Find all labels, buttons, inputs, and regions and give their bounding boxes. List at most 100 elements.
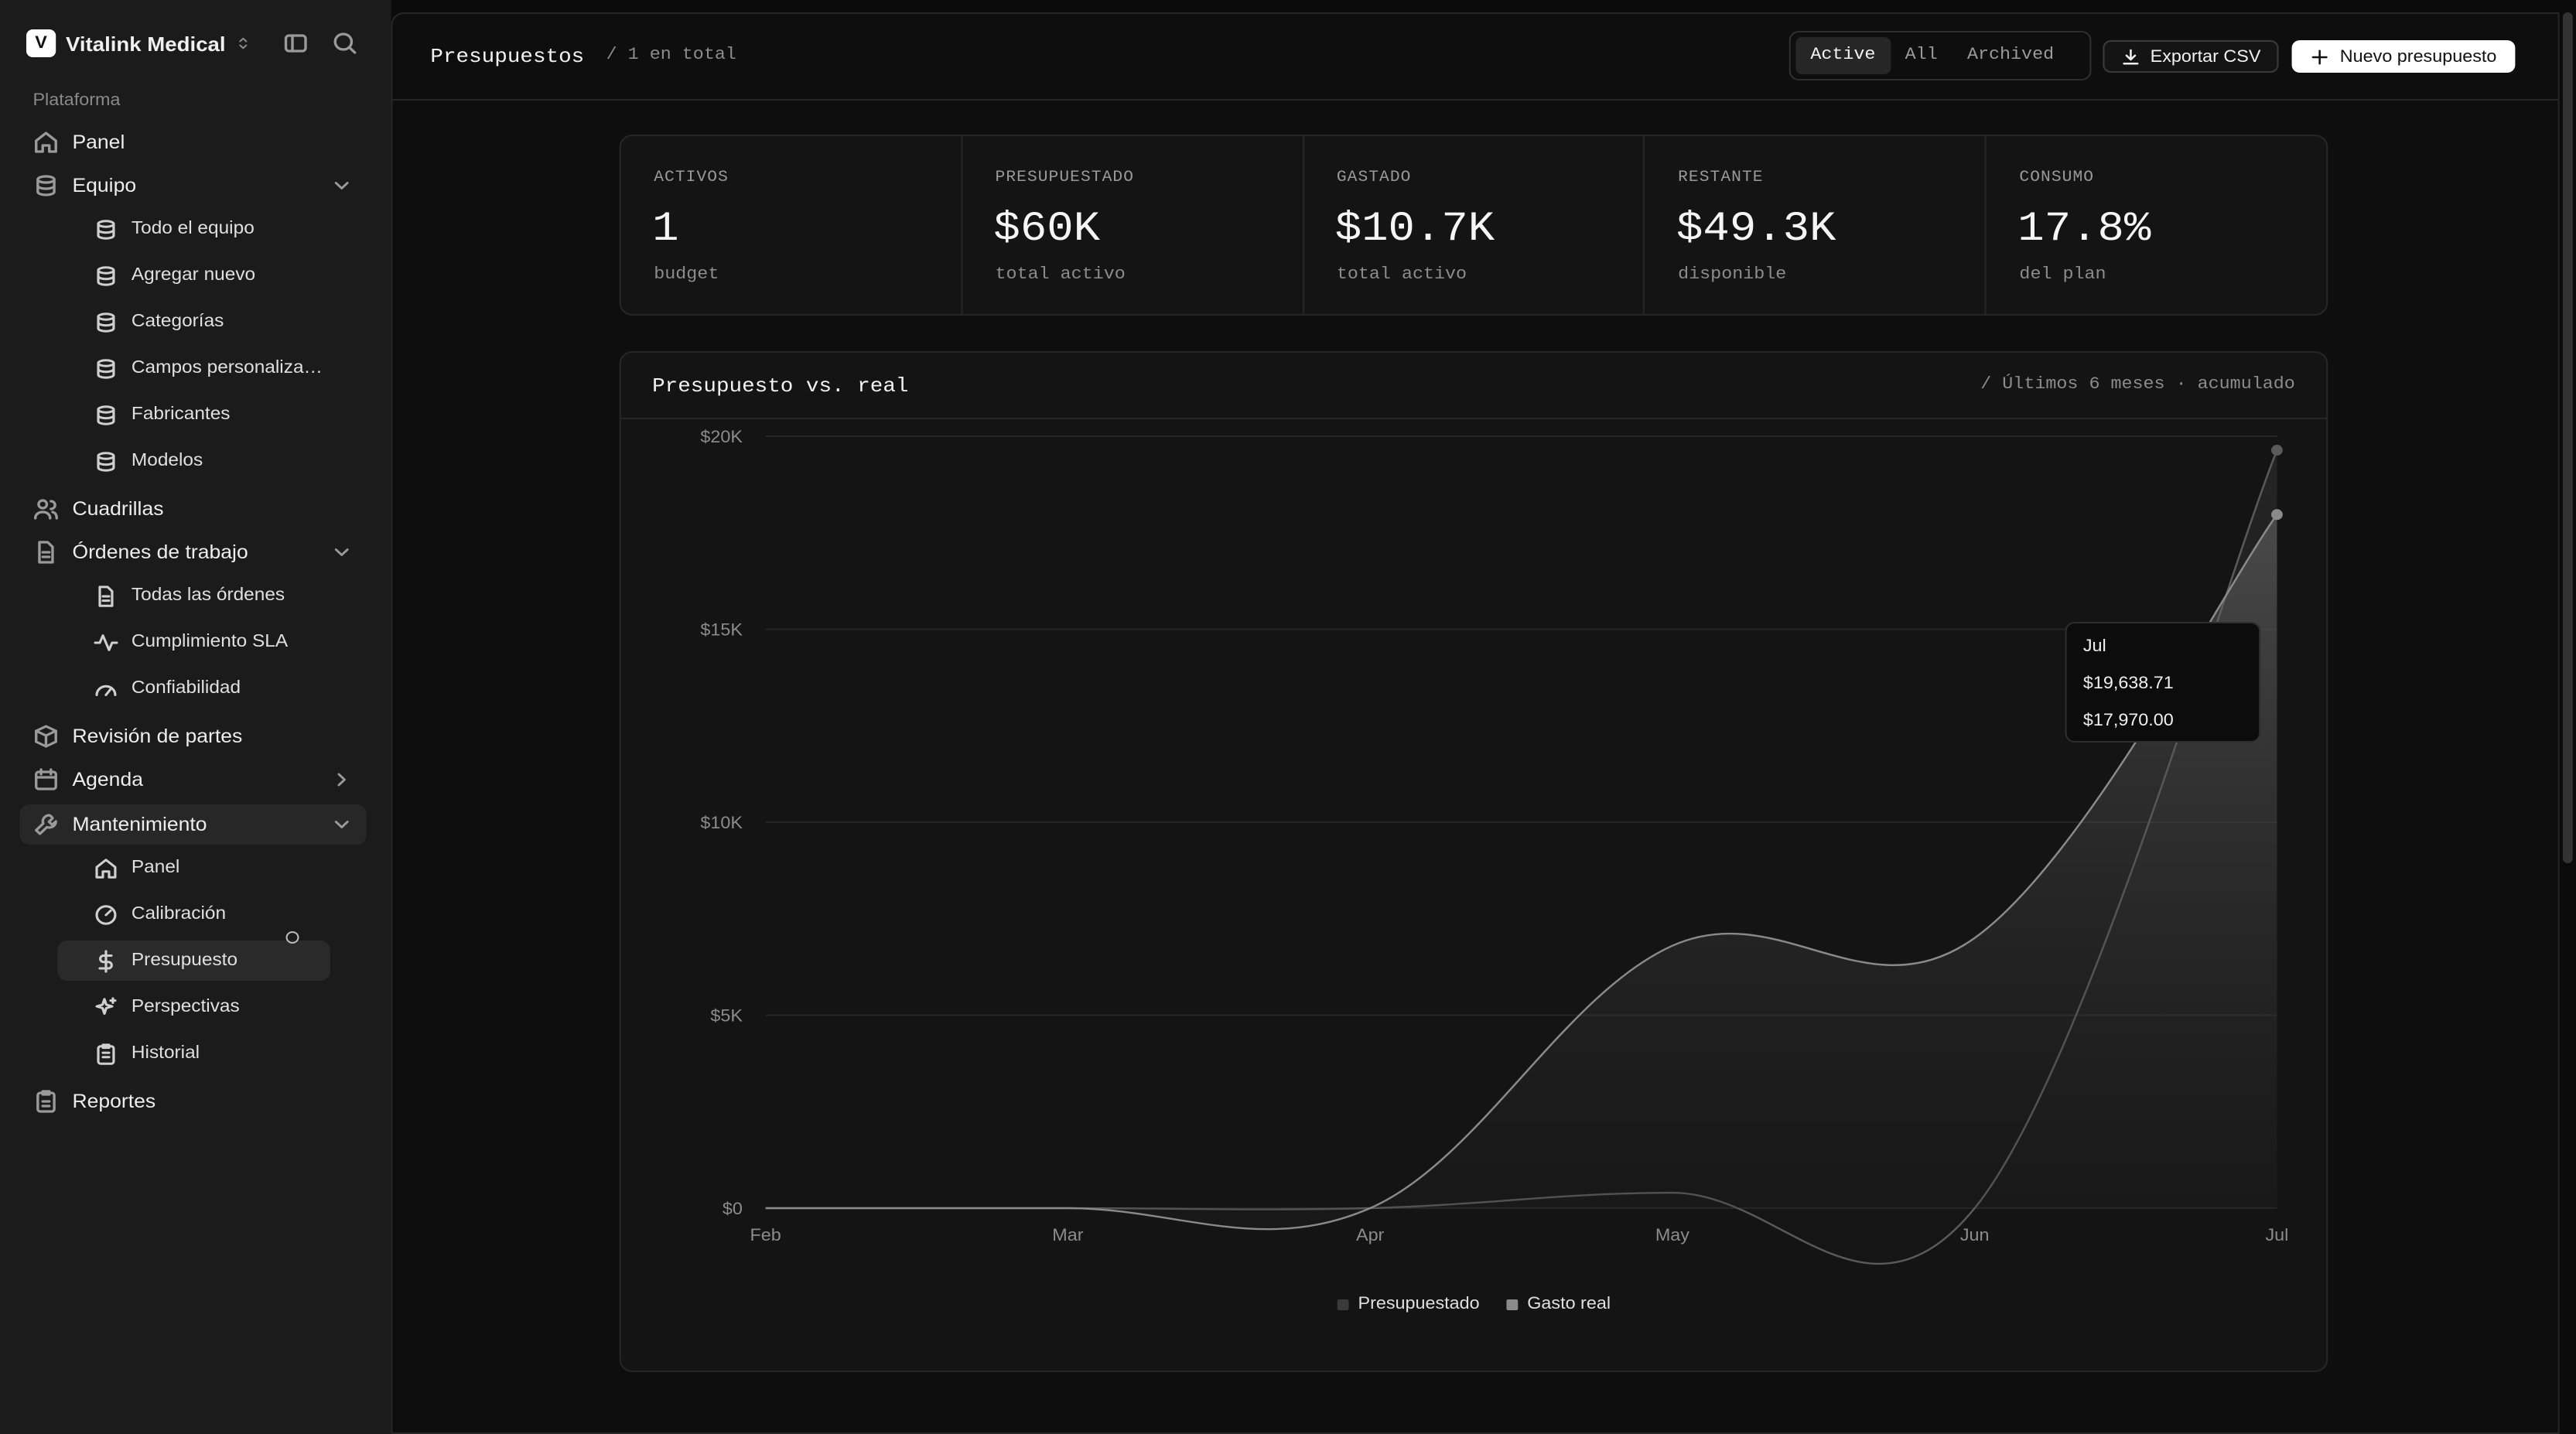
- series-point-0: [2271, 445, 2283, 456]
- plus-icon: [2311, 47, 2330, 66]
- x-tick-label: Apr: [1356, 1225, 1385, 1245]
- stat-card-consumo: CONSUMO 17.8% del plan: [1987, 136, 2326, 314]
- stat-label: PRESUPUESTADO: [995, 170, 1135, 187]
- sidebar-item-label: Agenda: [72, 769, 143, 790]
- database-icon: [94, 449, 118, 473]
- stat-sub: budget: [654, 266, 719, 285]
- sidebar-subitem-fabricantes[interactable]: Fabricantes: [57, 394, 330, 435]
- sidebar-item-revision-de-partes[interactable]: Revisión de partes: [19, 716, 366, 756]
- chevron-down-icon[interactable]: [330, 541, 354, 563]
- sidebar-subitem-label: Todo el equipo: [131, 220, 255, 238]
- sidebar-item-equipo[interactable]: Equipo: [19, 166, 366, 206]
- series-area-1: [765, 514, 2277, 1230]
- cursor-marker: [285, 931, 299, 944]
- x-tick-label: Jun: [1960, 1225, 1990, 1245]
- sidebar-subitem-perspectivas[interactable]: Perspectivas: [57, 987, 330, 1027]
- sidebar-item-label: Cuadrillas: [72, 498, 164, 520]
- chevron-right-icon[interactable]: [330, 769, 354, 790]
- sidebar-toggle-icon[interactable]: [282, 31, 309, 56]
- chart-tooltip: Jul $19,638.71 $17,970.00: [2065, 622, 2261, 743]
- sidebar-subitem-label: Perspectivas: [131, 998, 240, 1016]
- stat-sub: total activo: [995, 266, 1126, 285]
- sidebar-subitem-todo-el-equipo[interactable]: Todo el equipo: [57, 209, 330, 249]
- home-icon: [94, 856, 118, 879]
- sidebar-subitem-cumplimiento-sla[interactable]: Cumplimiento SLA: [57, 622, 330, 662]
- sidebar-item-agenda[interactable]: Agenda: [19, 760, 366, 800]
- y-tick-label: $10K: [700, 813, 743, 832]
- chart-meta: / Últimos 6 meses · acumulado: [1980, 376, 2295, 394]
- sidebar-subitem-panel[interactable]: Panel: [57, 848, 330, 888]
- workspace-logo: V: [26, 29, 56, 57]
- x-tick-label: May: [1655, 1225, 1690, 1245]
- sidebar-subitem-label: Panel: [131, 859, 180, 877]
- stat-card-presupuestado: PRESUPUESTADO $60K total activo: [962, 136, 1304, 314]
- export-csv-button[interactable]: Exportar CSV: [2103, 40, 2279, 73]
- legend-item-budgeted[interactable]: Presupuestado: [1336, 1295, 1480, 1313]
- users-icon: [32, 497, 59, 521]
- sidebar-subitem-label: Calibración: [131, 905, 227, 924]
- sidebar-subitem-historial[interactable]: Historial: [57, 1033, 330, 1074]
- sidebar-subitem-presupuesto[interactable]: Presupuesto: [57, 941, 330, 981]
- filter-all[interactable]: All: [1905, 46, 1938, 65]
- search-icon[interactable]: [332, 31, 358, 56]
- tooltip-month: Jul: [2082, 637, 2106, 656]
- sidebar-subitem-campos-personalizados[interactable]: Campos personaliza…: [57, 348, 330, 388]
- sidebar-item-reportes[interactable]: Reportes: [19, 1081, 366, 1122]
- sidebar-item-label: Órdenes de trabajo: [72, 541, 248, 563]
- series-line-1: [765, 514, 2278, 1231]
- stat-card-activos: ACTIVOS 1 budget: [621, 136, 963, 314]
- database-icon: [94, 217, 118, 241]
- legend-swatch: [1336, 1299, 1348, 1309]
- budget-vs-actual-chart[interactable]: $0 $5K $10K $15K $20K Feb Mar Apr May Jun Jul: [621, 421, 2328, 1287]
- database-icon: [94, 264, 118, 287]
- sidebar-item-label: Panel: [72, 131, 125, 153]
- sidebar-subitem-todas-las-ordenes[interactable]: Todas las órdenes: [57, 575, 330, 616]
- sidebar-item-label: Revisión de partes: [72, 726, 243, 747]
- scrollbar[interactable]: [2559, 12, 2576, 1434]
- sidebar-subitem-calibracion[interactable]: Calibración: [57, 894, 330, 934]
- legend-item-actual[interactable]: Gasto real: [1505, 1295, 1611, 1313]
- wrench-icon: [32, 812, 59, 837]
- database-icon: [32, 173, 59, 198]
- sparkles-icon: [94, 995, 118, 1019]
- sidebar-subitem-label: Confiabilidad: [131, 679, 241, 698]
- section-label: Plataforma: [32, 91, 121, 110]
- sidebar-item-mantenimiento[interactable]: Mantenimiento: [19, 804, 367, 845]
- sidebar-subitem-label: Presupuesto: [131, 951, 238, 970]
- sidebar-item-label: Mantenimiento: [72, 814, 207, 835]
- chart-title: Presupuesto vs. real: [652, 374, 909, 398]
- sidebar: V Vitalink Medical Plataforma Panel Equi…: [0, 0, 391, 1434]
- filter-active[interactable]: Active: [1795, 37, 1891, 74]
- sidebar-subitem-agregar-nuevo[interactable]: Agregar nuevo: [57, 255, 330, 295]
- chart-legend: Presupuestado Gasto real: [621, 1295, 2326, 1313]
- scrollbar-thumb[interactable]: [2562, 12, 2573, 863]
- new-budget-label: Nuevo presupuesto: [2339, 47, 2497, 66]
- sidebar-subitem-confiabilidad[interactable]: Confiabilidad: [57, 668, 330, 708]
- chevron-down-icon[interactable]: [330, 175, 354, 196]
- x-tick-label: Feb: [750, 1225, 781, 1245]
- chevron-up-down-icon: [235, 36, 251, 51]
- stat-value: $60K: [993, 207, 1101, 254]
- sidebar-item-panel[interactable]: Panel: [19, 122, 366, 162]
- status-filter: Active All Archived: [1789, 31, 2092, 80]
- sidebar-item-cuadrillas[interactable]: Cuadrillas: [19, 489, 366, 529]
- file-text-icon: [32, 540, 59, 565]
- workspace-switcher[interactable]: V Vitalink Medical: [26, 29, 252, 57]
- stat-card-gastado: GASTADO $10.7K total activo: [1303, 136, 1645, 314]
- page-title: Presupuestos: [430, 45, 585, 68]
- sidebar-subitem-categorias[interactable]: Categorías: [57, 302, 330, 342]
- workspace-name: Vitalink Medical: [65, 32, 226, 55]
- sidebar-item-label: Reportes: [72, 1091, 156, 1112]
- sidebar-subitem-modelos[interactable]: Modelos: [57, 441, 330, 481]
- new-budget-button[interactable]: Nuevo presupuesto: [2291, 40, 2516, 73]
- page-header: Presupuestos / 1 en total Active All Arc…: [392, 14, 2558, 101]
- y-tick-label: $0: [723, 1199, 743, 1218]
- legend-swatch: [1505, 1299, 1518, 1309]
- stat-value: 1: [652, 207, 679, 254]
- chevron-down-icon[interactable]: [330, 814, 354, 835]
- clipboard-list-icon: [94, 1042, 118, 1065]
- legend-label: Presupuestado: [1358, 1295, 1480, 1313]
- sidebar-item-ordenes[interactable]: Órdenes de trabajo: [19, 532, 366, 572]
- filter-archived[interactable]: Archived: [1966, 46, 2055, 65]
- stat-value: $10.7K: [1334, 207, 1495, 254]
